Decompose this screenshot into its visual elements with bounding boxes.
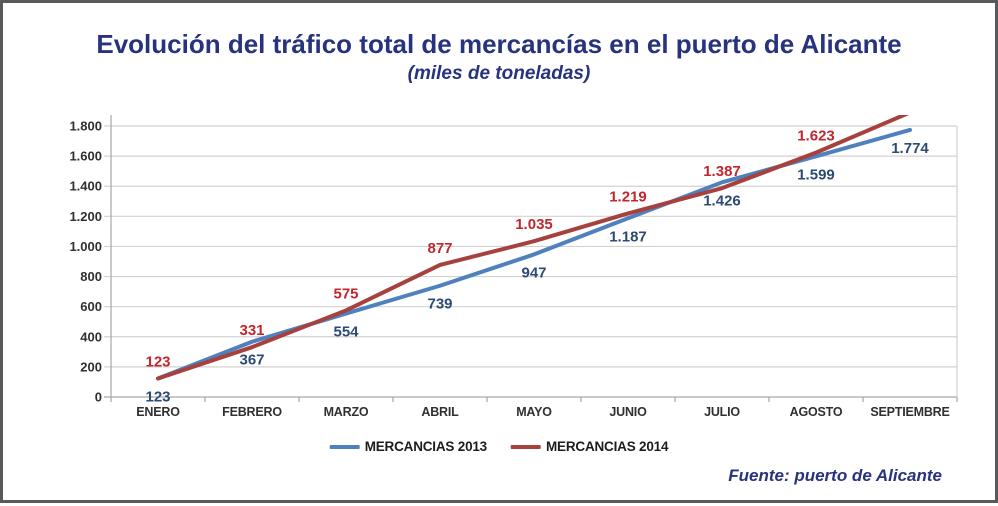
svg-text:AGOSTO: AGOSTO — [790, 405, 843, 419]
line-swatch-2013 — [329, 444, 360, 449]
svg-text:1.599: 1.599 — [797, 166, 835, 183]
svg-text:1.426: 1.426 — [703, 192, 741, 209]
chart-title: Evolución del tráfico total de mercancía… — [96, 29, 902, 59]
svg-text:739: 739 — [427, 296, 452, 313]
svg-text:1.200: 1.200 — [69, 209, 102, 224]
svg-text:SEPTIEMBRE: SEPTIEMBRE — [870, 405, 949, 419]
svg-text:400: 400 — [80, 329, 102, 344]
source-caption: Fuente: puerto de Alicante — [728, 466, 942, 485]
svg-text:123: 123 — [145, 388, 170, 405]
legend-label-2014: MERCANCIAS 2014 — [546, 439, 669, 454]
svg-text:1.387: 1.387 — [703, 163, 741, 180]
svg-text:1.774: 1.774 — [891, 140, 929, 157]
svg-text:1.000: 1.000 — [69, 239, 102, 254]
svg-text:FEBRERO: FEBRERO — [222, 405, 282, 419]
svg-text:947: 947 — [521, 264, 546, 281]
svg-text:200: 200 — [80, 359, 102, 374]
line-chart: 0 200 400 600 800 1.000 1.200 1.400 1.600 1.800 EN… — [69, 115, 958, 419]
svg-text:575: 575 — [333, 285, 358, 302]
svg-text:1.400: 1.400 — [69, 179, 102, 194]
legend-label-2013: MERCANCIAS 2013 — [364, 439, 487, 454]
svg-text:1.219: 1.219 — [609, 188, 647, 205]
chart-legend: MERCANCIAS 2013 MERCANCIAS 2014 — [329, 439, 668, 454]
svg-text:554: 554 — [333, 324, 359, 341]
svg-text:ENERO: ENERO — [136, 405, 180, 419]
svg-text:1.800: 1.800 — [69, 119, 102, 134]
svg-text:0: 0 — [95, 390, 102, 405]
svg-text:600: 600 — [80, 299, 102, 314]
line-swatch-2014 — [511, 444, 541, 449]
svg-text:MAYO: MAYO — [516, 405, 552, 419]
legend-item-2014: MERCANCIAS 2014 — [511, 439, 668, 454]
svg-text:MARZO: MARZO — [324, 405, 369, 419]
svg-text:JULIO: JULIO — [704, 405, 740, 419]
svg-text:1.187: 1.187 — [609, 228, 647, 245]
svg-text:877: 877 — [427, 240, 452, 257]
svg-text:331: 331 — [239, 322, 264, 339]
svg-text:1.623: 1.623 — [797, 128, 835, 145]
svg-text:JUNIO: JUNIO — [609, 405, 647, 419]
svg-text:800: 800 — [80, 269, 102, 284]
svg-text:ABRIL: ABRIL — [421, 405, 459, 419]
svg-text:1.035: 1.035 — [515, 216, 553, 233]
legend-item-2013: MERCANCIAS 2013 — [329, 439, 487, 454]
svg-text:123: 123 — [145, 353, 170, 370]
svg-text:1.600: 1.600 — [69, 149, 102, 164]
chart-subtitle: (miles de toneladas) — [407, 63, 591, 84]
svg-text:367: 367 — [239, 352, 264, 369]
